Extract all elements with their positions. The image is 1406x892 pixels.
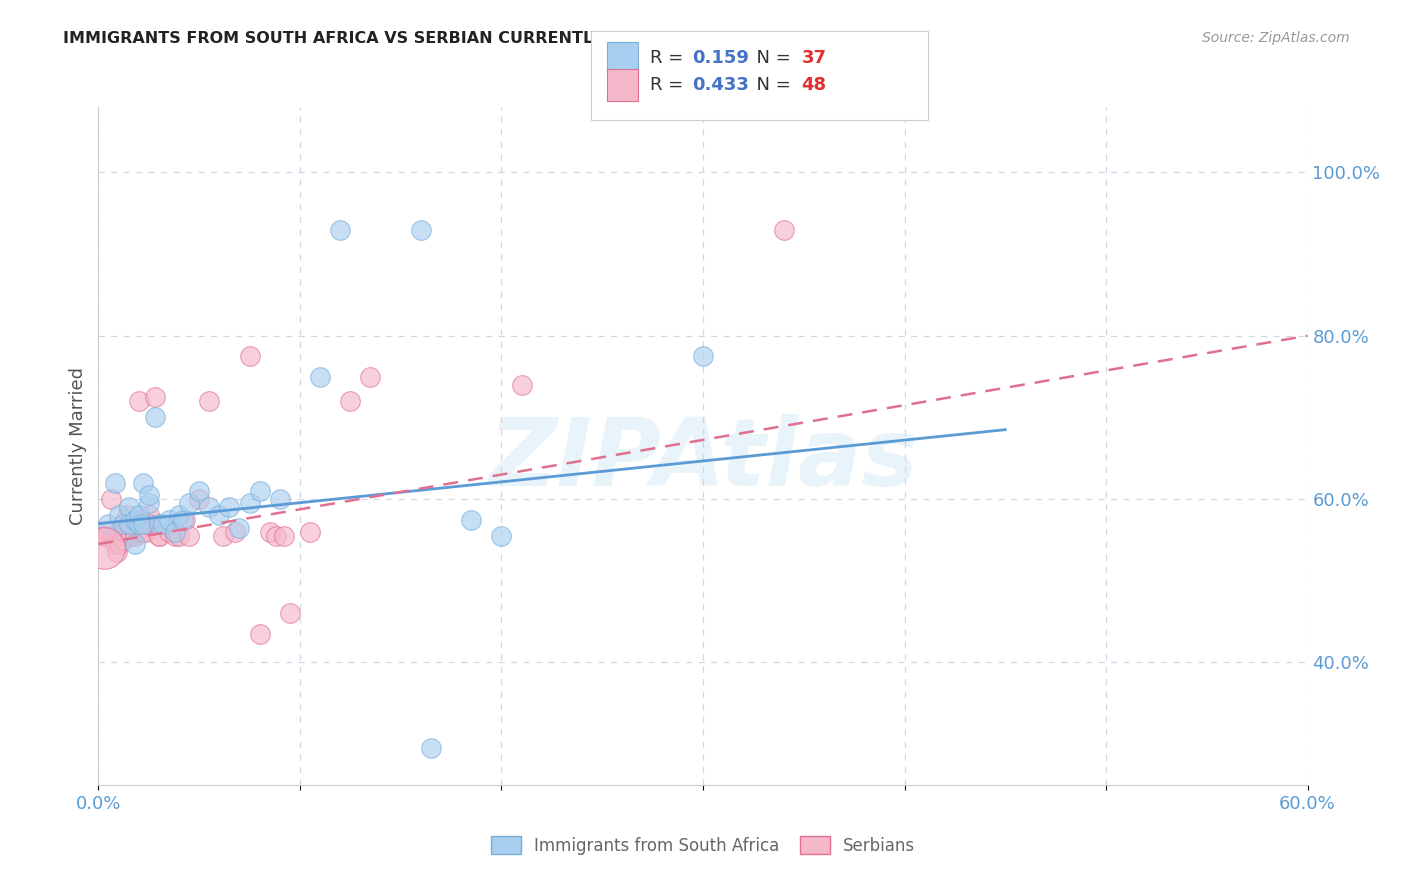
Text: ZIPAtlas: ZIPAtlas [488,414,918,506]
Point [111,524,134,539]
Point [198,500,221,515]
Point [172,512,194,526]
Point [491,529,513,543]
Point [107,537,129,551]
Point [772,222,794,236]
Point [138,516,160,531]
Point [132,516,155,531]
Y-axis label: Currently Married: Currently Married [69,367,87,525]
Point [460,512,482,526]
Point [188,483,211,498]
Point [118,500,141,515]
Point [96,529,118,543]
Text: R =: R = [650,49,689,67]
Point [212,529,235,543]
Point [299,524,322,539]
Point [115,508,138,523]
Point [132,475,155,490]
Point [118,516,141,531]
Point [692,349,714,363]
Text: R =: R = [650,76,689,94]
Point [103,537,125,551]
Point [249,627,271,641]
Legend: Immigrants from South Africa, Serbians: Immigrants from South Africa, Serbians [491,837,915,855]
Point [124,537,146,551]
Point [132,524,155,539]
Text: IMMIGRANTS FROM SOUTH AFRICA VS SERBIAN CURRENTLY MARRIED CORRELATION CHART: IMMIGRANTS FROM SOUTH AFRICA VS SERBIAN … [63,31,889,46]
Point [179,529,201,543]
Point [188,492,211,507]
Point [329,222,352,236]
Point [128,508,150,523]
Point [228,521,250,535]
Point [105,529,128,543]
Point [134,524,156,539]
Text: 37: 37 [801,49,827,67]
Point [163,529,186,543]
Point [224,524,246,539]
Point [128,524,150,539]
Point [101,529,124,543]
Point [120,529,142,543]
Point [138,496,160,510]
Point [143,410,166,425]
Point [100,492,122,507]
Point [309,369,332,384]
Point [167,508,190,523]
Point [152,516,174,531]
Point [105,545,128,559]
Point [259,524,281,539]
Point [239,349,262,363]
Point [167,529,190,543]
Point [148,529,170,543]
Point [124,512,146,526]
Point [143,390,166,404]
Point [249,483,271,498]
Point [339,394,361,409]
Point [208,508,231,523]
Point [118,524,141,539]
Point [174,512,197,526]
Text: 0.159: 0.159 [692,49,748,67]
Point [103,475,125,490]
Point [97,524,120,539]
Point [420,741,443,756]
Point [111,516,134,531]
Point [114,524,136,539]
Point [124,524,146,539]
Point [218,500,240,515]
Point [107,508,129,523]
Point [273,529,295,543]
Point [269,492,291,507]
Point [157,524,180,539]
Point [138,488,160,502]
Point [93,529,115,543]
Point [111,533,134,547]
Point [107,524,129,539]
Point [148,529,170,543]
Point [179,496,201,510]
Point [360,369,382,384]
Point [118,516,141,531]
Point [278,607,301,621]
Text: N =: N = [745,49,797,67]
Point [198,394,221,409]
Point [128,394,150,409]
Text: 0.433: 0.433 [692,76,748,94]
Point [157,512,180,526]
Text: N =: N = [745,76,797,94]
Text: 48: 48 [801,76,827,94]
Point [409,222,432,236]
Point [138,508,160,523]
Text: Source: ZipAtlas.com: Source: ZipAtlas.com [1202,31,1350,45]
Point [97,516,120,531]
Point [163,524,186,539]
Point [239,496,262,510]
Point [128,516,150,531]
Point [124,529,146,543]
Point [510,377,533,392]
Point [264,529,287,543]
Point [148,516,170,531]
Point [93,541,115,555]
